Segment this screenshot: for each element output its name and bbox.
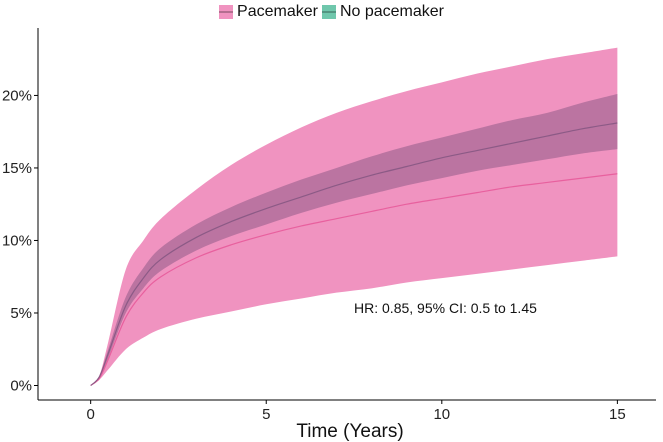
y-tick-label: 15% <box>2 160 32 177</box>
x-axis-title: Time (Years) <box>296 421 403 442</box>
confidence-bands <box>90 47 618 386</box>
hazard-ratio-annotation: HR: 0.85, 95% CI: 0.5 to 1.45 <box>354 300 537 316</box>
legend: Pacemaker No pacemaker <box>0 1 663 23</box>
legend-item-pacemaker[interactable]: Pacemaker <box>219 3 318 21</box>
y-tick-label: 5% <box>10 305 32 322</box>
y-tick-label: 0% <box>10 377 32 394</box>
x-tick-label: 0 <box>86 406 94 423</box>
y-tick-label: 10% <box>2 232 32 249</box>
legend-item-no-pacemaker[interactable]: No pacemaker <box>321 3 444 21</box>
line-pacemaker <box>90 173 618 386</box>
legend-label-no-pacemaker: No pacemaker <box>339 3 444 20</box>
legend-swatch-no-pacemaker <box>321 5 336 19</box>
y-tick-label: 20% <box>2 87 32 104</box>
x-tick-label: 15 <box>609 406 626 423</box>
x-tick-label: 10 <box>433 406 450 423</box>
x-tick-label: 5 <box>262 406 270 423</box>
legend-label-pacemaker: Pacemaker <box>237 3 318 20</box>
band-no-pacemaker <box>90 93 618 386</box>
line-no-pacemaker <box>90 122 618 386</box>
legend-swatch-pacemaker <box>219 5 234 19</box>
band-pacemaker <box>90 47 618 386</box>
axes: 0% 5% 10% 15% 20% 0 5 10 15 <box>2 28 656 423</box>
estimate-lines <box>90 122 618 386</box>
